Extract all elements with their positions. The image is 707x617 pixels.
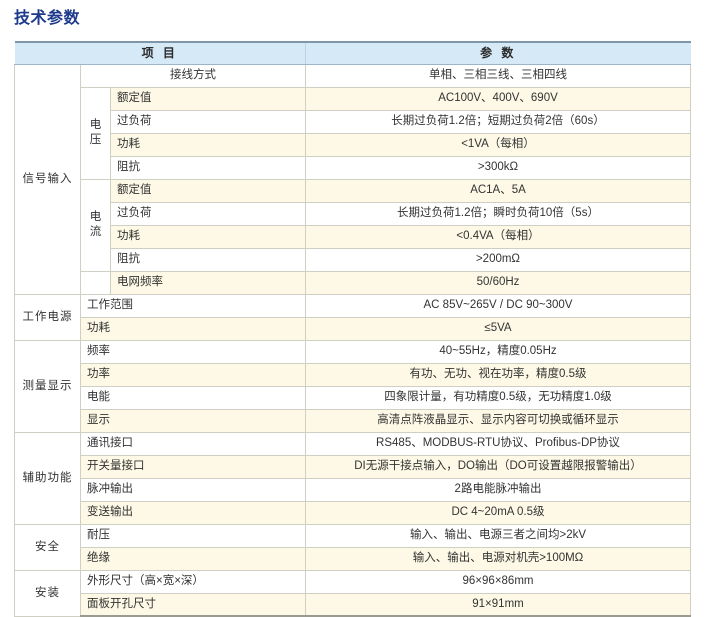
table-row: 绝缘 输入、输出、电源对机壳>100MΩ bbox=[15, 546, 691, 571]
table-row: 功耗 ≤5VA bbox=[15, 316, 691, 341]
table-body: 信号输入 接线方式 单相、三相三线、三相四线 电压 额定值 AC100V、400V、690… bbox=[14, 63, 691, 617]
parameter-value-cell: 输入、输出、电源三者之间均>2kV bbox=[305, 523, 691, 548]
table-row: 测量显示 频率 40~55Hz，精度0.05Hz bbox=[14, 339, 691, 433]
table-row: 过负荷 长期过负荷1.2倍；瞬时负荷10倍（5s） bbox=[15, 201, 691, 226]
parameter-value-cell: DC 4~20mA 0.5级 bbox=[305, 500, 691, 525]
group-label-cell: 辅助功能 bbox=[14, 431, 81, 525]
subgroup-label-cell: 电压 bbox=[80, 86, 111, 180]
table-row: 信号输入 接线方式 单相、三相三线、三相四线 bbox=[14, 63, 691, 295]
table-row: 显示 高清点阵液晶显示、显示内容可切换或循环显示 bbox=[15, 408, 691, 433]
parameter-value-cell: 单相、三相三线、三相四线 bbox=[305, 63, 691, 88]
parameter-value-cell: >200mΩ bbox=[305, 247, 691, 272]
table-header-row: 项 目 参 数 bbox=[14, 41, 691, 65]
parameter-value-cell: 四象限计量，有功精度0.5级，无功精度1.0级 bbox=[305, 385, 691, 410]
parameter-value-cell: ≤5VA bbox=[305, 316, 691, 341]
parameter-value-cell: 高清点阵液晶显示、显示内容可切换或循环显示 bbox=[305, 408, 691, 433]
table-row: 功耗 <1VA（每相） bbox=[15, 132, 691, 157]
item-label-cell: 绝缘 bbox=[80, 546, 306, 571]
parameter-value-cell: AC100V、400V、690V bbox=[305, 86, 691, 111]
parameter-value-cell: AC1A、5A bbox=[305, 178, 691, 203]
item-label-cell: 电能 bbox=[80, 385, 306, 410]
item-label-cell: 开关量接口 bbox=[80, 454, 306, 479]
column-header-item: 项 目 bbox=[14, 41, 306, 65]
item-label-cell: 通讯接口 bbox=[80, 431, 306, 456]
table-row: 开关量接口 DI无源干接点输入，DO输出（DO可设置越限报警输出） bbox=[15, 454, 691, 479]
parameter-value-cell: 91×91mm bbox=[305, 592, 691, 617]
subgroup-label-cell: 电流 bbox=[80, 178, 111, 272]
item-label-cell: 过负荷 bbox=[110, 201, 306, 226]
table-row: 电压 额定值 AC100V、400V、690V bbox=[15, 86, 691, 180]
item-label-cell: 频率 bbox=[80, 339, 306, 364]
item-label-cell: 功耗 bbox=[110, 224, 306, 249]
table-row: 电能 四象限计量，有功精度0.5级，无功精度1.0级 bbox=[15, 385, 691, 410]
group-label-cell: 测量显示 bbox=[14, 339, 81, 433]
item-label-cell: 功耗 bbox=[110, 132, 306, 157]
table-row: 辅助功能 通讯接口 RS485、MODBUS-RTU协议、Profibus-DP协议 bbox=[14, 431, 691, 525]
parameter-value-cell: 2路电能脉冲输出 bbox=[305, 477, 691, 502]
table-row: 阻抗 >200mΩ bbox=[15, 247, 691, 272]
group-label-cell: 安全 bbox=[14, 523, 81, 571]
parameter-value-cell: 96×96×86mm bbox=[305, 569, 691, 594]
table-row: 电网频率 50/60Hz bbox=[15, 270, 691, 295]
page-title: 技术参数 bbox=[14, 10, 81, 27]
parameter-value-cell: <0.4VA（每相） bbox=[305, 224, 691, 249]
parameter-value-cell: >300kΩ bbox=[305, 155, 691, 180]
parameter-value-cell: RS485、MODBUS-RTU协议、Profibus-DP协议 bbox=[305, 431, 691, 456]
item-label-cell: 耐压 bbox=[80, 523, 306, 548]
item-label-cell: 面板开孔尺寸 bbox=[80, 592, 306, 617]
item-label-cell: 额定值 bbox=[110, 178, 306, 203]
parameter-value-cell: 长期过负荷1.2倍；短期过负荷2倍（60s） bbox=[305, 109, 691, 134]
parameter-value-cell: 长期过负荷1.2倍；瞬时负荷10倍（5s） bbox=[305, 201, 691, 226]
group-label-cell: 工作电源 bbox=[14, 293, 81, 341]
item-label-cell: 额定值 bbox=[110, 86, 306, 111]
item-label-cell: 外形尺寸（高×宽×深） bbox=[80, 569, 306, 594]
table-row: 安装 外形尺寸（高×宽×深） 96×96×86mm bbox=[14, 569, 691, 617]
table-row: 安全 耐压 输入、输出、电源三者之间均>2kV bbox=[14, 523, 691, 571]
item-label-cell: 过负荷 bbox=[110, 109, 306, 134]
item-label-cell: 显示 bbox=[80, 408, 306, 433]
table-row: 工作电源 工作范围 AC 85V~265V / DC 90~300V bbox=[14, 293, 691, 341]
table-row: 面板开孔尺寸 91×91mm bbox=[15, 592, 691, 617]
item-label-cell: 功率 bbox=[80, 362, 306, 387]
item-label-cell: 阻抗 bbox=[110, 247, 306, 272]
parameter-value-cell: 40~55Hz，精度0.05Hz bbox=[305, 339, 691, 364]
item-label-cell: 电网频率 bbox=[110, 270, 306, 295]
parameter-value-cell: 有功、无功、视在功率，精度0.5级 bbox=[305, 362, 691, 387]
parameter-value-cell: 50/60Hz bbox=[305, 270, 691, 295]
item-label-cell: 接线方式 bbox=[80, 63, 306, 88]
table-row: 脉冲输出 2路电能脉冲输出 bbox=[15, 477, 691, 502]
table-row: 功耗 <0.4VA（每相） bbox=[15, 224, 691, 249]
table-row: 功率 有功、无功、视在功率，精度0.5级 bbox=[15, 362, 691, 387]
item-label-cell: 功耗 bbox=[80, 316, 306, 341]
item-label-cell: 变送输出 bbox=[80, 500, 306, 525]
parameter-value-cell: AC 85V~265V / DC 90~300V bbox=[305, 293, 691, 318]
column-header-value: 参 数 bbox=[305, 41, 691, 65]
item-label-cell: 工作范围 bbox=[80, 293, 306, 318]
parameter-value-cell: <1VA（每相） bbox=[305, 132, 691, 157]
parameter-value-cell: 输入、输出、电源对机壳>100MΩ bbox=[305, 546, 691, 571]
subgroup-spacer-cell bbox=[80, 270, 111, 295]
table-row: 变送输出 DC 4~20mA 0.5级 bbox=[15, 500, 691, 525]
group-label-cell: 信号输入 bbox=[14, 63, 81, 295]
spec-table-container: 项 目 参 数 信号输入 接线方式 单相、三相三线、三相四线 电压 额定值 AC100V、… bbox=[14, 41, 691, 617]
item-label-cell: 脉冲输出 bbox=[80, 477, 306, 502]
parameter-value-cell: DI无源干接点输入，DO输出（DO可设置越限报警输出） bbox=[305, 454, 691, 479]
table-row: 电流 额定值 AC1A、5A bbox=[15, 178, 691, 272]
table-row: 阻抗 >300kΩ bbox=[15, 155, 691, 180]
group-label-cell: 安装 bbox=[14, 569, 81, 617]
technical-specification-table: 项 目 参 数 信号输入 接线方式 单相、三相三线、三相四线 电压 额定值 AC100V、… bbox=[14, 41, 691, 617]
table-row: 过负荷 长期过负荷1.2倍；短期过负荷2倍（60s） bbox=[15, 109, 691, 134]
item-label-cell: 阻抗 bbox=[110, 155, 306, 180]
